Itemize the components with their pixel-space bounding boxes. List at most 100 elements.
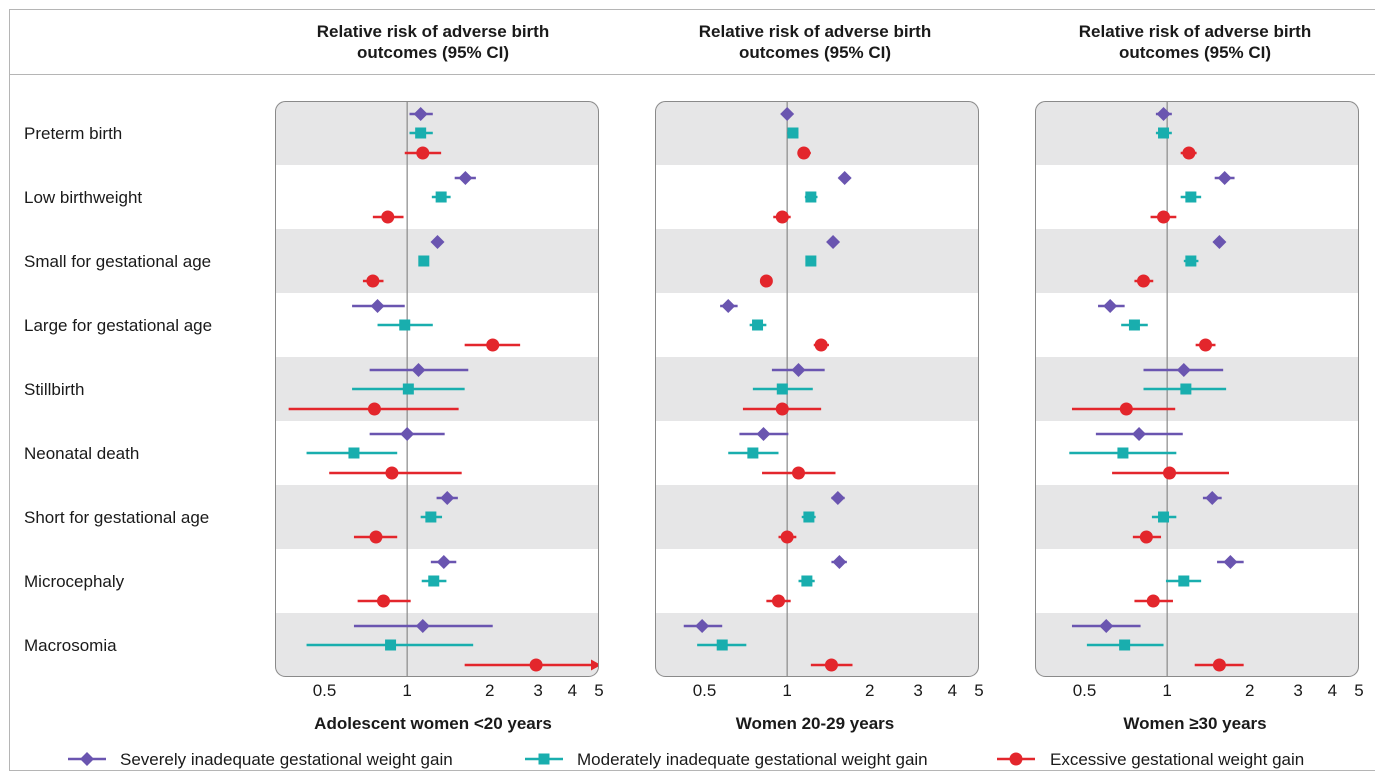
point-diamond [695, 619, 710, 633]
x-tick-label: 2 [1245, 681, 1254, 700]
point-diamond [1103, 299, 1118, 313]
point-circle [759, 274, 773, 288]
point-square [776, 383, 788, 395]
x-tick-label: 0.5 [693, 681, 717, 700]
point-diamond [1132, 427, 1147, 441]
point-diamond [837, 171, 852, 185]
point-diamond [458, 171, 473, 185]
point-diamond [1156, 107, 1171, 121]
point-square [801, 575, 813, 587]
x-axis-title: Women 20-29 years [736, 714, 894, 733]
outcome-label: Small for gestational age [24, 252, 211, 271]
point-circle [416, 146, 430, 160]
panel-group [655, 101, 979, 677]
point-square [415, 127, 427, 139]
point-square [805, 255, 817, 267]
point-circle [376, 594, 390, 608]
point-circle [529, 658, 543, 672]
point-diamond [1212, 235, 1227, 249]
point-circle [367, 402, 381, 416]
point-circle [369, 530, 383, 544]
panel-group [1035, 101, 1359, 677]
point-square [1158, 127, 1170, 139]
point-circle [775, 402, 789, 416]
point-diamond [440, 491, 455, 505]
point-square [399, 319, 411, 331]
point-circle [1139, 530, 1153, 544]
point-square [752, 319, 764, 331]
panel-group [275, 101, 599, 677]
point-square [418, 255, 430, 267]
point-diamond [1217, 171, 1232, 185]
outcome-label: Microcephaly [24, 572, 125, 591]
point-square [1178, 575, 1190, 587]
point-square [425, 511, 437, 523]
point-square [1117, 447, 1129, 459]
point-circle [797, 146, 811, 160]
panel-header-line1: Relative risk of adverse birth [1079, 22, 1311, 41]
figure-frame [9, 9, 1375, 771]
point-diamond [1176, 363, 1191, 377]
panel-inner [1035, 101, 1359, 677]
point-diamond [791, 363, 806, 377]
outcome-label: Neonatal death [24, 444, 139, 463]
point-square [747, 447, 759, 459]
point-square [1180, 383, 1192, 395]
row-band [655, 101, 979, 165]
point-circle [1212, 658, 1226, 672]
x-axis-title: Women ≥30 years [1123, 714, 1266, 733]
x-tick-label: 4 [568, 681, 577, 700]
chart-root: Preterm birth Low birthweight Small for ge… [9, 9, 1375, 771]
point-diamond [756, 427, 771, 441]
x-tick-label: 2 [865, 681, 874, 700]
outcome-label: Preterm birth [24, 124, 122, 143]
point-square [1158, 511, 1170, 523]
row-band [1035, 101, 1359, 165]
point-diamond [826, 235, 841, 249]
legend-marker-circle [1009, 752, 1023, 766]
row-band [655, 357, 979, 421]
panel-border [275, 101, 599, 677]
point-diamond [832, 555, 847, 569]
point-square [428, 575, 440, 587]
outcome-label: Large for gestational age [24, 316, 212, 335]
panel-border [1035, 101, 1359, 677]
x-tick-label: 3 [1293, 681, 1302, 700]
x-tick-label: 1 [1162, 681, 1171, 700]
point-diamond [430, 235, 445, 249]
point-circle [824, 658, 838, 672]
point-square [1128, 319, 1140, 331]
point-square [803, 511, 815, 523]
x-tick-label: 2 [485, 681, 494, 700]
outcome-label: Stillbirth [24, 380, 84, 399]
legend-marker-square [538, 753, 550, 765]
x-tick-label: 5 [1354, 681, 1363, 700]
row-band [275, 101, 599, 165]
x-tick-label: 1 [782, 681, 791, 700]
point-circle [1146, 594, 1160, 608]
point-diamond [436, 555, 451, 569]
x-tick-label: 4 [948, 681, 957, 700]
point-circle [792, 466, 806, 480]
point-diamond [1099, 619, 1114, 633]
x-tick-label: 5 [594, 681, 603, 700]
point-square [385, 639, 397, 651]
point-circle [775, 210, 789, 224]
panel-inner [275, 101, 599, 677]
point-circle [1119, 402, 1133, 416]
legend-label: Moderately inadequate gestational weight… [577, 750, 928, 769]
point-circle [1157, 210, 1171, 224]
point-circle [1182, 146, 1196, 160]
legend-label: Severely inadequate gestational weight g… [120, 750, 453, 769]
x-tick-label: 3 [913, 681, 922, 700]
point-diamond [413, 107, 428, 121]
panel-header-line1: Relative risk of adverse birth [317, 22, 549, 41]
panel-header-line2: outcomes (95% CI) [739, 43, 891, 62]
point-circle [1163, 466, 1177, 480]
x-axis-title: Adolescent women <20 years [314, 714, 552, 733]
legend-label: Excessive gestational weight gain [1050, 750, 1304, 769]
point-diamond [370, 299, 385, 313]
point-circle [381, 210, 395, 224]
point-square [348, 447, 360, 459]
point-circle [814, 338, 828, 352]
